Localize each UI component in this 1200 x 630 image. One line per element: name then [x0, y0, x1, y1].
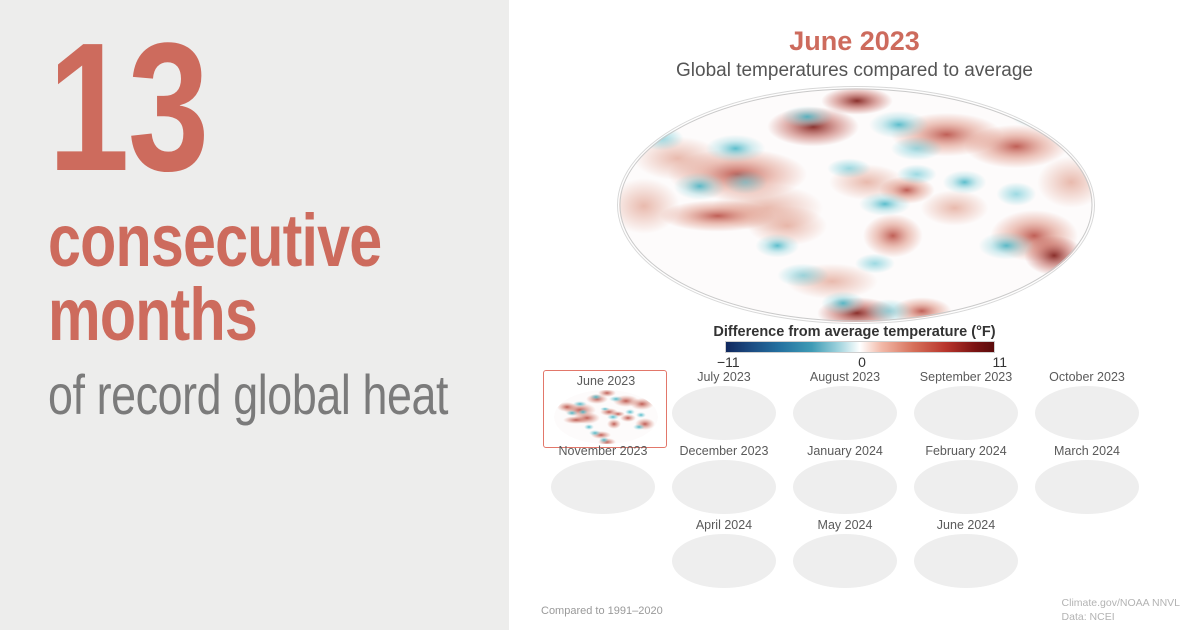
month-cell-september-2023[interactable]: September 2023 — [906, 370, 1026, 444]
month-cell-april-2024[interactable]: April 2024 — [664, 518, 784, 592]
colorbar-tick-mid: 0 — [858, 354, 866, 370]
right-map-panel: June 2023 Global temperatures compared t… — [509, 0, 1200, 630]
month-cell-label: December 2023 — [679, 444, 769, 458]
month-thumbnail-globe — [1035, 386, 1139, 440]
map-title: June 2023 — [789, 26, 920, 56]
month-thumbnail-globe — [672, 460, 776, 514]
month-thumbnail-globe — [551, 460, 655, 514]
month-cell-may-2024[interactable]: May 2024 — [785, 518, 905, 592]
month-cell-december-2023[interactable]: December 2023 — [664, 444, 784, 518]
colorbar-ticks: −11 0 11 — [709, 354, 1015, 372]
colorbar-label: Difference from average temperature (°F) — [713, 324, 996, 340]
month-thumbnail-globe — [1035, 460, 1139, 514]
colorbar-tick-max: 11 — [992, 354, 1007, 370]
month-cell-label: October 2023 — [1049, 370, 1125, 384]
month-cell-label: June 2024 — [936, 518, 996, 532]
footer-credit-line1: Climate.gov/NOAA NNVL — [1061, 597, 1180, 609]
month-thumbnail-globe — [914, 534, 1018, 588]
month-thumbnail-globe — [672, 534, 776, 588]
colorbar-tick-min: −11 — [717, 354, 740, 370]
headline-block: 13 consecutive months of record global h… — [48, 4, 478, 426]
month-cell-label: August 2023 — [809, 370, 881, 384]
month-cell-january-2024[interactable]: January 2024 — [785, 444, 905, 518]
month-cell-label: May 2024 — [817, 518, 873, 532]
month-cell-label: September 2023 — [919, 370, 1013, 384]
headline-subline: of record global heat — [48, 362, 449, 426]
headline-line-consecutive: consecutive — [48, 199, 382, 283]
month-thumbnail-globe — [914, 460, 1018, 514]
footer-baseline-note: Compared to 1991–2020 — [541, 605, 663, 617]
month-cell-august-2023[interactable]: August 2023 — [785, 370, 905, 444]
month-cell-june-2024[interactable]: June 2024 — [906, 518, 1026, 592]
month-cell-october-2023[interactable]: October 2023 — [1027, 370, 1147, 444]
month-thumbnail-globe — [554, 390, 658, 444]
month-cell-label: February 2024 — [925, 444, 1007, 458]
headline-big-number: 13 — [48, 4, 209, 209]
headline-line-months: months — [48, 273, 258, 357]
footer-credit: Climate.gov/NOAA NNVL Data: NCEI — [1062, 596, 1180, 624]
month-cell-label: July 2023 — [697, 370, 751, 384]
month-cell-label: March 2024 — [1053, 444, 1120, 458]
month-cell-label: June 2023 — [576, 374, 636, 388]
main-globe-wrap — [617, 86, 1095, 324]
month-cell-june-2023[interactable]: June 2023 — [543, 370, 667, 448]
month-thumbnail-grid: June 2023 July 2023 August 2023 September 2… — [539, 370, 1179, 592]
left-headline-panel: 13 consecutive months of record global h… — [0, 0, 509, 630]
month-cell-july-2023[interactable]: July 2023 — [664, 370, 784, 444]
month-cell-label: January 2024 — [807, 444, 883, 458]
month-cell-label: November 2023 — [558, 444, 648, 458]
month-cell-february-2024[interactable]: February 2024 — [906, 444, 1026, 518]
month-cell-label: April 2024 — [695, 518, 753, 532]
month-thumbnail-globe — [672, 386, 776, 440]
colorbar-gradient — [725, 341, 995, 353]
month-thumbnail-globe — [793, 386, 897, 440]
global-temperature-anomaly-map[interactable] — [617, 86, 1095, 324]
globe-anomaly-svg — [618, 87, 1094, 323]
footer-credit-line2: Data: NCEI — [1061, 611, 1115, 624]
month-thumbnail-globe — [793, 534, 897, 588]
month-cell-march-2024[interactable]: March 2024 — [1027, 444, 1147, 518]
map-subtitle: Global temperatures compared to average — [676, 60, 1033, 81]
month-thumbnail-globe — [914, 386, 1018, 440]
month-cell-november-2023[interactable]: November 2023 — [543, 444, 663, 518]
month-thumbnail-globe — [793, 460, 897, 514]
